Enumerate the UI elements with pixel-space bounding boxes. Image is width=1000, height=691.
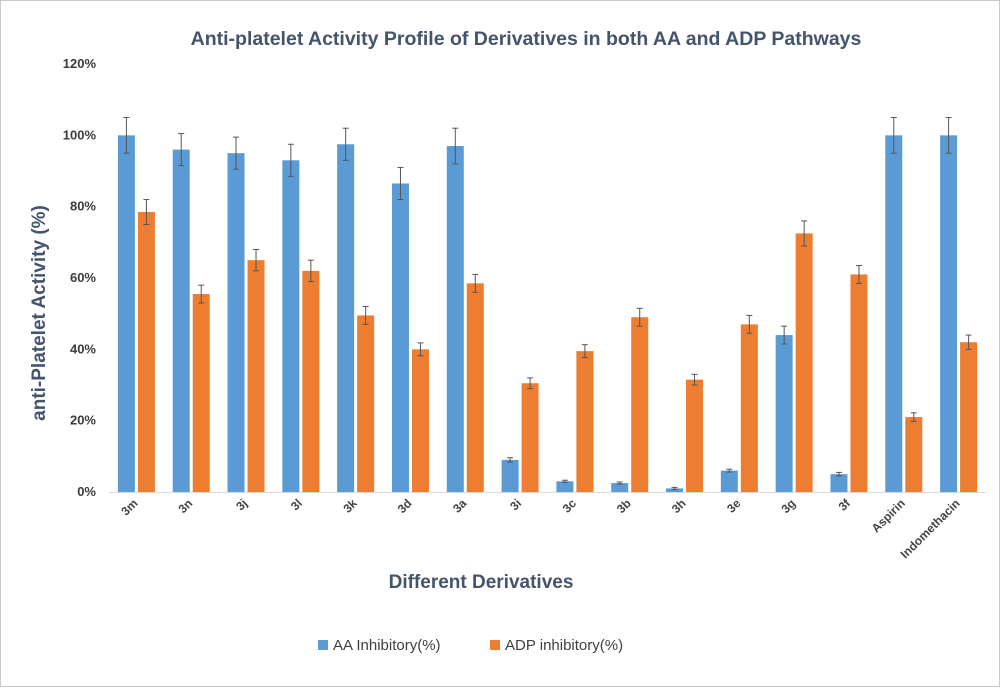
x-axis: 3m 3n 3j 3l 3k 3d 3a 3i 3c 3b 3h 3e 3g 3f AspirinIndom… — [118, 496, 962, 562]
y-tick-label: 20% — [70, 413, 96, 428]
error-bar — [636, 307, 643, 327]
error-bar — [726, 468, 733, 473]
x-tick-label: 3k — [340, 496, 360, 516]
error-bar — [691, 373, 698, 386]
bar-adp-inhibitory — [686, 379, 704, 492]
x-tick-label: 3n — [176, 496, 196, 516]
bar-aa-inhibitory — [940, 135, 958, 493]
x-tick-label: 3b — [614, 496, 634, 516]
bar-aa-inhibitory — [501, 459, 519, 492]
error-bar — [123, 117, 130, 154]
x-tick-label: 3h — [669, 496, 689, 516]
x-tick-label: 3c — [560, 496, 580, 516]
error-bar — [178, 133, 185, 167]
bar-aa-inhibitory — [885, 135, 903, 493]
x-tick-label: 3l — [288, 496, 305, 513]
error-bar — [671, 486, 678, 491]
error-bar — [472, 273, 479, 293]
chart-title: Anti-platelet Activity Profile of Deriva… — [191, 28, 862, 50]
bar-adp-inhibitory — [576, 351, 594, 492]
bar-adp-inhibitory — [192, 294, 210, 492]
bar-adp-inhibitory — [740, 324, 758, 492]
y-tick-label: 0% — [77, 484, 96, 499]
x-tick-label: 3g — [778, 496, 798, 516]
y-tick-label: 100% — [63, 127, 97, 142]
bar-aa-inhibitory — [830, 474, 848, 492]
error-bar — [397, 166, 404, 201]
error-bar — [253, 248, 260, 272]
error-bar — [452, 127, 459, 165]
error-bar — [855, 265, 862, 284]
bar-aa-inhibitory — [446, 146, 464, 493]
bar-aa-inhibitory — [775, 335, 793, 492]
error-bar — [198, 284, 205, 304]
error-bar — [835, 471, 842, 477]
error-bar — [581, 344, 588, 359]
bar-adp-inhibitory — [521, 383, 539, 492]
bar-adp-inhibitory — [302, 270, 320, 492]
error-bar — [307, 259, 314, 283]
legend-label: AA Inhibitory(%) — [333, 637, 441, 654]
error-bar — [781, 325, 788, 345]
bar-aa-inhibitory — [556, 481, 574, 492]
error-bar — [801, 220, 808, 247]
y-tick-label: 80% — [70, 199, 96, 214]
bar-adp-inhibitory — [357, 315, 375, 492]
x-tick-label: 3f — [836, 496, 854, 514]
bar-adp-inhibitory — [631, 317, 649, 492]
legend-swatch — [490, 640, 500, 650]
bar-aa-inhibitory — [117, 135, 135, 493]
error-bar — [746, 314, 753, 334]
x-tick-label: 3i — [507, 496, 524, 513]
error-bar — [233, 136, 240, 170]
error-bar — [890, 117, 897, 154]
bar-aa-inhibitory — [227, 153, 245, 492]
x-tick-label: 3d — [395, 496, 415, 516]
bar-aa-inhibitory — [282, 160, 300, 493]
y-tick-label: 40% — [70, 341, 96, 356]
error-bar — [362, 306, 369, 325]
bar-adp-inhibitory — [960, 342, 978, 492]
y-axis: 0% 20% 40% 60% 80% 100% 120% — [63, 56, 97, 499]
x-axis-title: Different Derivatives — [389, 572, 574, 593]
bars — [117, 117, 978, 493]
bar-adp-inhibitory — [411, 349, 429, 492]
bar-adp-inhibitory — [137, 212, 155, 492]
error-bar — [527, 377, 534, 390]
error-bar — [616, 481, 623, 485]
bar-aa-inhibitory — [172, 149, 190, 492]
error-bar — [561, 479, 568, 483]
bar-aa-inhibitory — [611, 483, 629, 492]
bar-aa-inhibitory — [391, 183, 409, 492]
x-tick-label: 3j — [233, 496, 250, 513]
legend-label: ADP inhibitory(%) — [505, 637, 623, 654]
error-bar — [507, 457, 514, 463]
x-tick-label: 3a — [450, 496, 470, 516]
x-tick-label: 3e — [724, 496, 744, 516]
bar-adp-inhibitory — [466, 283, 484, 492]
bar-adp-inhibitory — [905, 417, 923, 492]
error-bar — [287, 143, 294, 177]
error-bar — [417, 342, 424, 357]
bar-adp-inhibitory — [850, 274, 868, 492]
bar-adp-inhibitory — [247, 260, 265, 492]
y-tick-label: 60% — [70, 270, 96, 285]
x-tick-label: Aspirin — [869, 496, 908, 535]
bar-aa-inhibitory — [720, 470, 738, 492]
legend-swatch — [318, 640, 328, 650]
error-bar — [945, 117, 952, 154]
bar-adp-inhibitory — [795, 233, 813, 492]
error-bar — [910, 412, 917, 422]
y-axis-title: anti-Platelet Activity (%) — [29, 205, 50, 421]
error-bar — [342, 127, 349, 161]
legend: AA Inhibitory(%) ADP inhibitory(%) — [318, 637, 623, 654]
y-tick-label: 120% — [63, 56, 97, 71]
error-bar — [965, 334, 972, 350]
error-bar — [143, 199, 150, 225]
x-tick-label: 3m — [118, 496, 140, 518]
bar-aa-inhibitory — [666, 488, 684, 492]
bar-aa-inhibitory — [337, 144, 355, 492]
